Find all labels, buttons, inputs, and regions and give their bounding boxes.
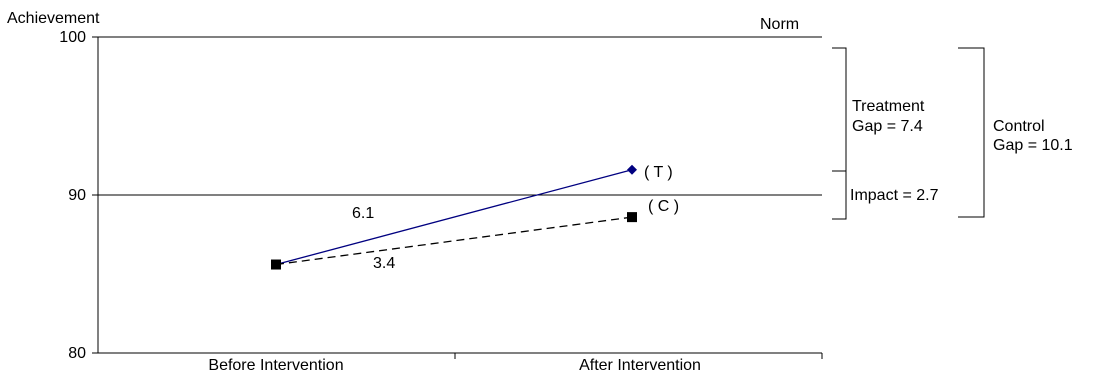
marker-square-start bbox=[271, 259, 281, 270]
marker-diamond-treatment-end bbox=[627, 164, 637, 175]
control-gap-label-line2: Gap = 10.1 bbox=[993, 137, 1073, 154]
y-axis-title: Achievement bbox=[7, 10, 100, 27]
y-tick-label: 100 bbox=[59, 29, 86, 46]
control-gap-label-line1: Control bbox=[993, 118, 1045, 135]
y-ticks: 80 90 100 bbox=[59, 29, 98, 362]
treatment-gap-bracket bbox=[832, 47, 847, 172]
treatment-gap-label-line2: Gap = 7.4 bbox=[852, 118, 923, 135]
x-tick-label-before: Before Intervention bbox=[208, 357, 343, 374]
norm-label: Norm bbox=[760, 16, 799, 33]
x-tick-label-after: After Intervention bbox=[579, 357, 701, 374]
change-label-control: 3.4 bbox=[373, 255, 395, 272]
series-label-treatment: ( T ) bbox=[644, 164, 673, 181]
change-label-treatment: 6.1 bbox=[352, 205, 374, 222]
series-line-treatment bbox=[275, 169, 633, 266]
treatment-gap-label-line1: Treatment bbox=[852, 98, 925, 115]
y-tick-label: 90 bbox=[68, 187, 86, 204]
impact-bracket bbox=[832, 170, 847, 220]
marker-square-control-end bbox=[627, 212, 637, 223]
series-line-control bbox=[275, 216, 633, 266]
series-label-control: ( C ) bbox=[648, 198, 679, 215]
impact-label: Impact = 2.7 bbox=[850, 187, 939, 204]
control-gap-bracket bbox=[958, 47, 985, 218]
y-tick-label: 80 bbox=[68, 345, 86, 362]
